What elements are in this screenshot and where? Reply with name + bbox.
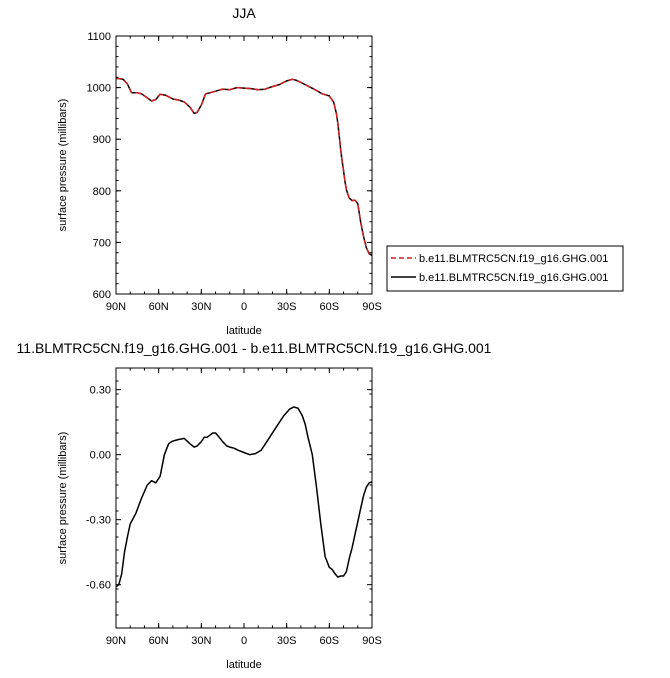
bottom-title: 11.BLMTRC5CN.f19_g16.GHG.001 - b.e11.BLM… — [17, 340, 492, 356]
legend-label-2: b.e11.BLMTRC5CN.f19_g16.GHG.001 — [419, 272, 608, 284]
bottom-xtick-label: 30S — [277, 635, 297, 647]
bottom-panel: 11.BLMTRC5CN.f19_g16.GHG.001 - b.e11.BLM… — [17, 340, 492, 671]
bottom-ytick-label: -0.60 — [86, 580, 111, 592]
top-y-axis-label: surface pressure (millibars) — [57, 99, 69, 232]
legend: b.e11.BLMTRC5CN.f19_g16.GHG.001 b.e11.BL… — [386, 245, 624, 292]
top-xtick-label: 30S — [277, 301, 297, 313]
legend-label-1: b.e11.BLMTRC5CN.f19_g16.GHG.001 — [419, 253, 608, 265]
bottom-plot-frame — [115, 367, 373, 629]
bottom-ytick-label: -0.30 — [86, 515, 111, 527]
bottom-xtick-label: 0 — [241, 635, 247, 647]
bottom-ytick-label: 0.30 — [90, 385, 111, 397]
top-title: JJA — [232, 5, 256, 21]
top-ytick-label: 800 — [93, 186, 111, 198]
top-x-axis-label: latitude — [226, 325, 261, 337]
top-ytick-label: 1000 — [87, 83, 111, 95]
bottom-xtick-label: 60N — [149, 635, 169, 647]
top-plot-frame — [115, 35, 373, 295]
bottom-y-axis-label: surface pressure (millibars) — [57, 432, 69, 565]
top-xtick-label: 90N — [106, 301, 126, 313]
top-xtick-label: 90S — [362, 301, 382, 313]
top-xtick-label: 0 — [241, 301, 247, 313]
bottom-xtick-label: 90N — [106, 635, 126, 647]
top-panel: JJA 90N 60N 30N 0 30S 60S 90S 600 700 800 900 1000 1… — [57, 5, 382, 337]
legend-box — [386, 245, 624, 292]
top-ytick-label: 700 — [93, 237, 111, 249]
top-xtick-label: 60N — [149, 301, 169, 313]
top-ytick-label: 900 — [93, 134, 111, 146]
bottom-ytick-label: 0.00 — [90, 450, 111, 462]
bottom-xtick-label: 60S — [320, 635, 340, 647]
top-xtick-label: 30N — [191, 301, 211, 313]
bottom-x-axis-label: latitude — [226, 659, 261, 671]
bottom-xtick-label: 90S — [362, 635, 382, 647]
bottom-xtick-label: 30N — [191, 635, 211, 647]
top-ytick-label: 1100 — [87, 31, 111, 43]
top-series-1-line — [115, 77, 373, 256]
top-xtick-label: 60S — [320, 301, 340, 313]
bottom-series-0-line — [115, 406, 373, 588]
top-ytick-label: 600 — [93, 289, 111, 301]
